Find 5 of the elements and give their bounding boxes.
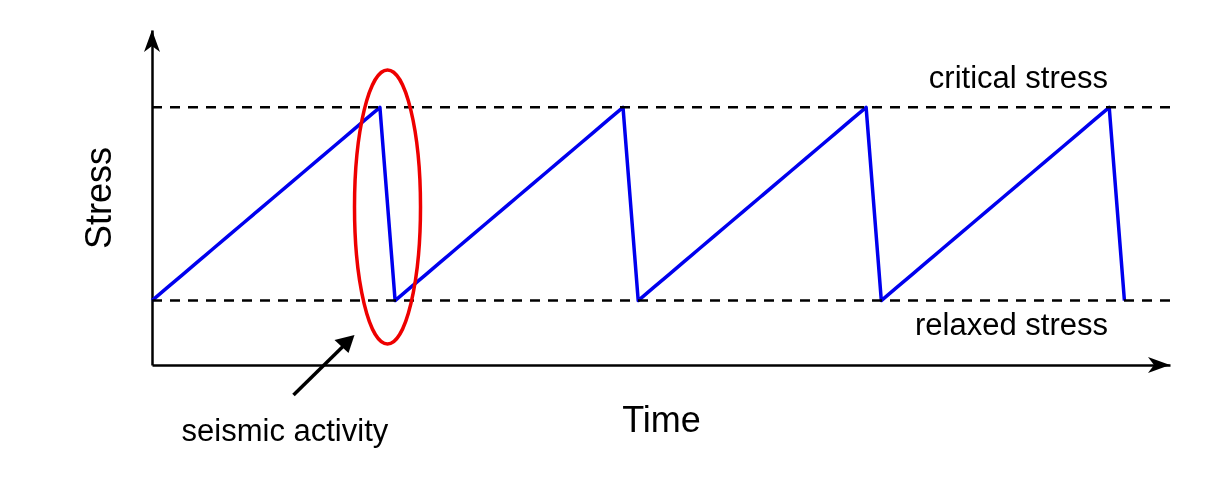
ref-line-label: relaxed stress [915, 306, 1108, 342]
text: seismic activity [181, 413, 389, 448]
x-axis-title: Time [622, 398, 701, 440]
y-axis-title: Stress [77, 146, 119, 250]
ref-line-label: critical stress [928, 60, 1108, 96]
